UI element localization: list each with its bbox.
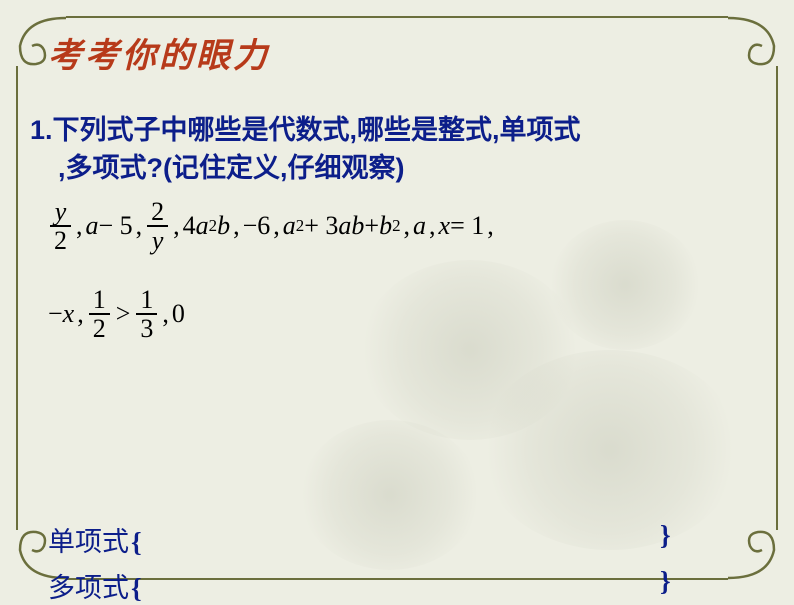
fraction-1-over-2: 1 2 [89, 286, 110, 342]
corner-swirl-br [718, 520, 788, 590]
answer-polynomial-label: 多项式 [48, 566, 129, 605]
math-expression-line1: y 2 , a − 5 , 2 y , 4a2b , −6 , a2 + 3ab… [48, 198, 497, 254]
answer-polynomial-row: 多项式 { } [48, 566, 142, 605]
brace-open-icon: { [131, 527, 142, 558]
fraction-1-over-3: 1 3 [136, 286, 157, 342]
brace-close-icon: } [660, 520, 671, 551]
question-line2: ,多项式?(记住定义,仔细观察) [58, 153, 404, 183]
question-text: 1.下列式子中哪些是代数式,哪些是整式,单项式 ,多项式?(记住定义,仔细观察) [30, 112, 754, 188]
fraction-2-over-y: 2 y [147, 198, 168, 254]
question-number: 1. [30, 115, 53, 145]
slide-title: 考考你的眼力 [48, 28, 270, 77]
corner-swirl-tr [718, 6, 788, 76]
answer-monomial-label: 单项式 [48, 520, 129, 559]
fraction-y-over-2: y 2 [50, 198, 71, 254]
answer-monomial-row: 单项式 { } [48, 520, 142, 559]
brace-close-icon: } [660, 566, 671, 597]
question-line1: 下列式子中哪些是代数式,哪些是整式,单项式 [53, 115, 581, 145]
brace-open-icon: { [131, 573, 142, 604]
math-expression-line2: −x , 1 2 > 1 3 , 0 [48, 286, 185, 342]
